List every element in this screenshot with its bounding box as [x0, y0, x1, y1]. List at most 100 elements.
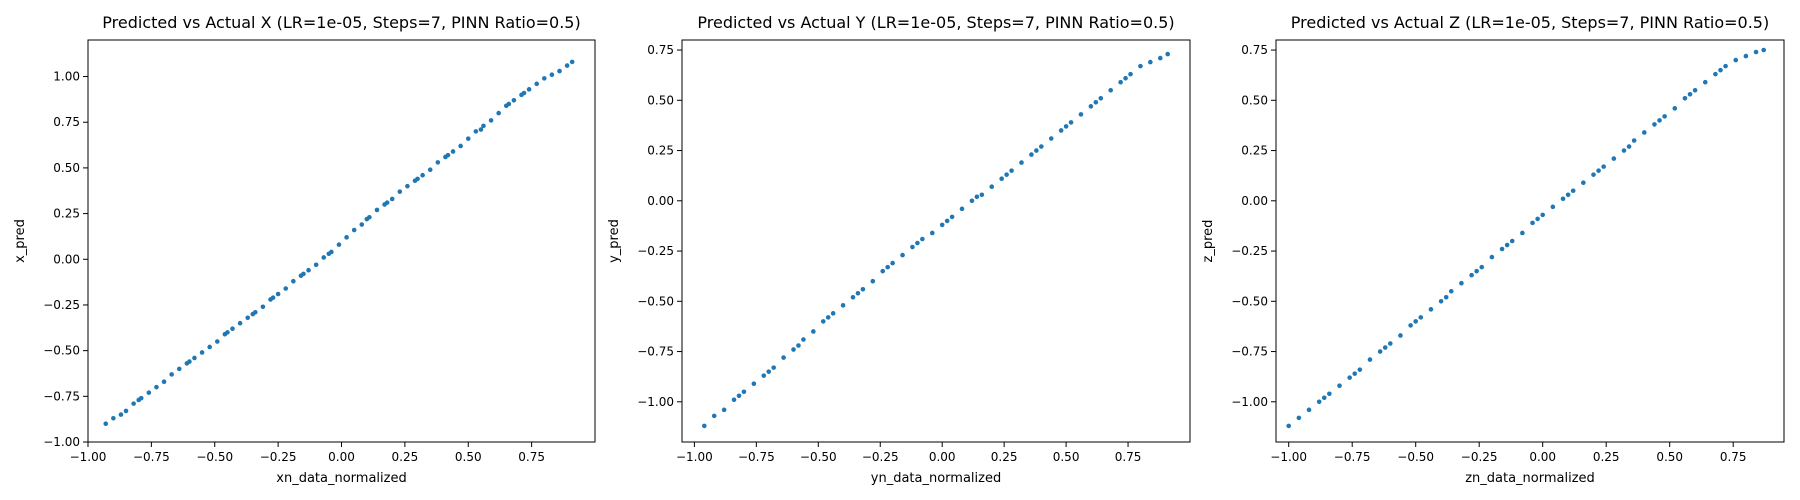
- data-point: [336, 242, 342, 247]
- x-tick-label: −0.25: [260, 450, 297, 464]
- data-point: [1337, 383, 1342, 389]
- data-point: [825, 315, 831, 320]
- data-point: [237, 320, 243, 326]
- data-point: [1382, 345, 1388, 350]
- x-tick-label: −0.25: [862, 450, 899, 464]
- data-point: [1702, 79, 1708, 85]
- data-point: [1438, 299, 1444, 304]
- data-point: [1550, 204, 1556, 210]
- data-point: [1029, 152, 1034, 157]
- data-point: [1459, 280, 1464, 286]
- x-ticks: −1.00 −0.75 −0.50 −0.25 0.00 0.25 0.50 0.75: [70, 442, 545, 464]
- data-point: [1540, 212, 1545, 218]
- data-point: [511, 98, 517, 103]
- data-point: [1479, 264, 1485, 270]
- x-tick-label: −0.50: [1397, 450, 1434, 464]
- data-point: [1474, 268, 1479, 274]
- data-point: [225, 330, 230, 335]
- data-point: [1692, 87, 1698, 93]
- y-tick-label: 0.75: [1241, 43, 1268, 57]
- data-point: [478, 127, 484, 132]
- data-point: [915, 240, 920, 246]
- data-point: [569, 59, 575, 65]
- data-point: [359, 222, 365, 227]
- data-point: [1733, 57, 1739, 63]
- data-point: [1642, 130, 1647, 135]
- y-axis-label: z_pred: [1201, 220, 1216, 263]
- x-tick-label: 0.75: [518, 450, 545, 464]
- data-point: [1753, 49, 1759, 55]
- chart-z: Predicted vs Actual Z (LR=1e-05, Steps=7…: [1201, 13, 1785, 486]
- data-point: [1352, 371, 1358, 376]
- data-point: [1078, 112, 1084, 117]
- data-point: [1093, 100, 1099, 105]
- data-point: [1068, 120, 1074, 125]
- data-point: [1388, 341, 1393, 346]
- y-tick-label: −0.25: [1231, 244, 1268, 258]
- data-point: [534, 81, 539, 87]
- plot-frame: [681, 39, 1191, 443]
- data-point: [230, 326, 235, 332]
- y-tick-label: −0.50: [1231, 294, 1268, 308]
- data-point: [1560, 196, 1566, 202]
- data-points: [702, 51, 1170, 429]
- data-point: [1408, 323, 1413, 328]
- data-point: [796, 343, 801, 348]
- data-point: [1520, 230, 1525, 236]
- y-tick-label: −0.50: [43, 344, 80, 358]
- x-tick-label: −0.25: [1461, 450, 1498, 464]
- x-tick-label: −1.00: [676, 450, 713, 464]
- data-point: [1088, 104, 1094, 109]
- data-point: [1581, 180, 1586, 186]
- data-point: [301, 271, 306, 277]
- data-point: [1626, 144, 1632, 149]
- data-point: [1418, 315, 1424, 320]
- data-point: [1165, 51, 1170, 57]
- data-points: [1286, 47, 1766, 429]
- data-point: [1019, 160, 1024, 165]
- y-tick-label: 0.25: [1241, 144, 1268, 158]
- data-point: [1098, 95, 1104, 101]
- data-point: [405, 183, 410, 189]
- data-point: [389, 196, 395, 202]
- data-point: [176, 366, 182, 372]
- data-point: [1316, 399, 1322, 405]
- plot-frame: [1275, 39, 1785, 443]
- x-tick-label: 0.50: [1656, 450, 1683, 464]
- data-point: [1509, 238, 1515, 244]
- data-point: [1128, 71, 1133, 77]
- data-point: [557, 68, 562, 74]
- data-point: [944, 218, 950, 224]
- data-point: [481, 123, 486, 129]
- x-tick-label: 0.50: [455, 450, 482, 464]
- data-point: [751, 381, 757, 387]
- data-point: [187, 359, 192, 364]
- data-point: [959, 206, 965, 212]
- data-point: [929, 230, 935, 236]
- data-point: [351, 227, 357, 233]
- data-point: [880, 268, 886, 274]
- data-point: [131, 401, 136, 406]
- y-tick-label: −1.00: [1231, 395, 1268, 409]
- x-tick-label: 0.25: [392, 450, 419, 464]
- data-point: [473, 129, 479, 134]
- data-point: [721, 407, 727, 413]
- data-point: [939, 222, 945, 228]
- data-point: [766, 369, 772, 374]
- data-point: [840, 303, 846, 308]
- y-tick-label: 0.75: [647, 43, 674, 57]
- y-axis-label: x_pred: [13, 219, 28, 263]
- y-tick-label: 0.25: [647, 144, 674, 158]
- data-point: [890, 260, 895, 266]
- data-point: [445, 152, 451, 158]
- chart-title: Predicted vs Actual Z (LR=1e-05, Steps=7…: [1291, 13, 1769, 32]
- data-point: [1063, 124, 1069, 129]
- data-point: [250, 311, 256, 317]
- data-point: [830, 311, 836, 316]
- data-point: [1723, 63, 1728, 69]
- data-point: [999, 176, 1004, 181]
- x-tick-label: −0.75: [1334, 450, 1371, 464]
- data-point: [488, 118, 494, 123]
- data-point: [1039, 144, 1044, 149]
